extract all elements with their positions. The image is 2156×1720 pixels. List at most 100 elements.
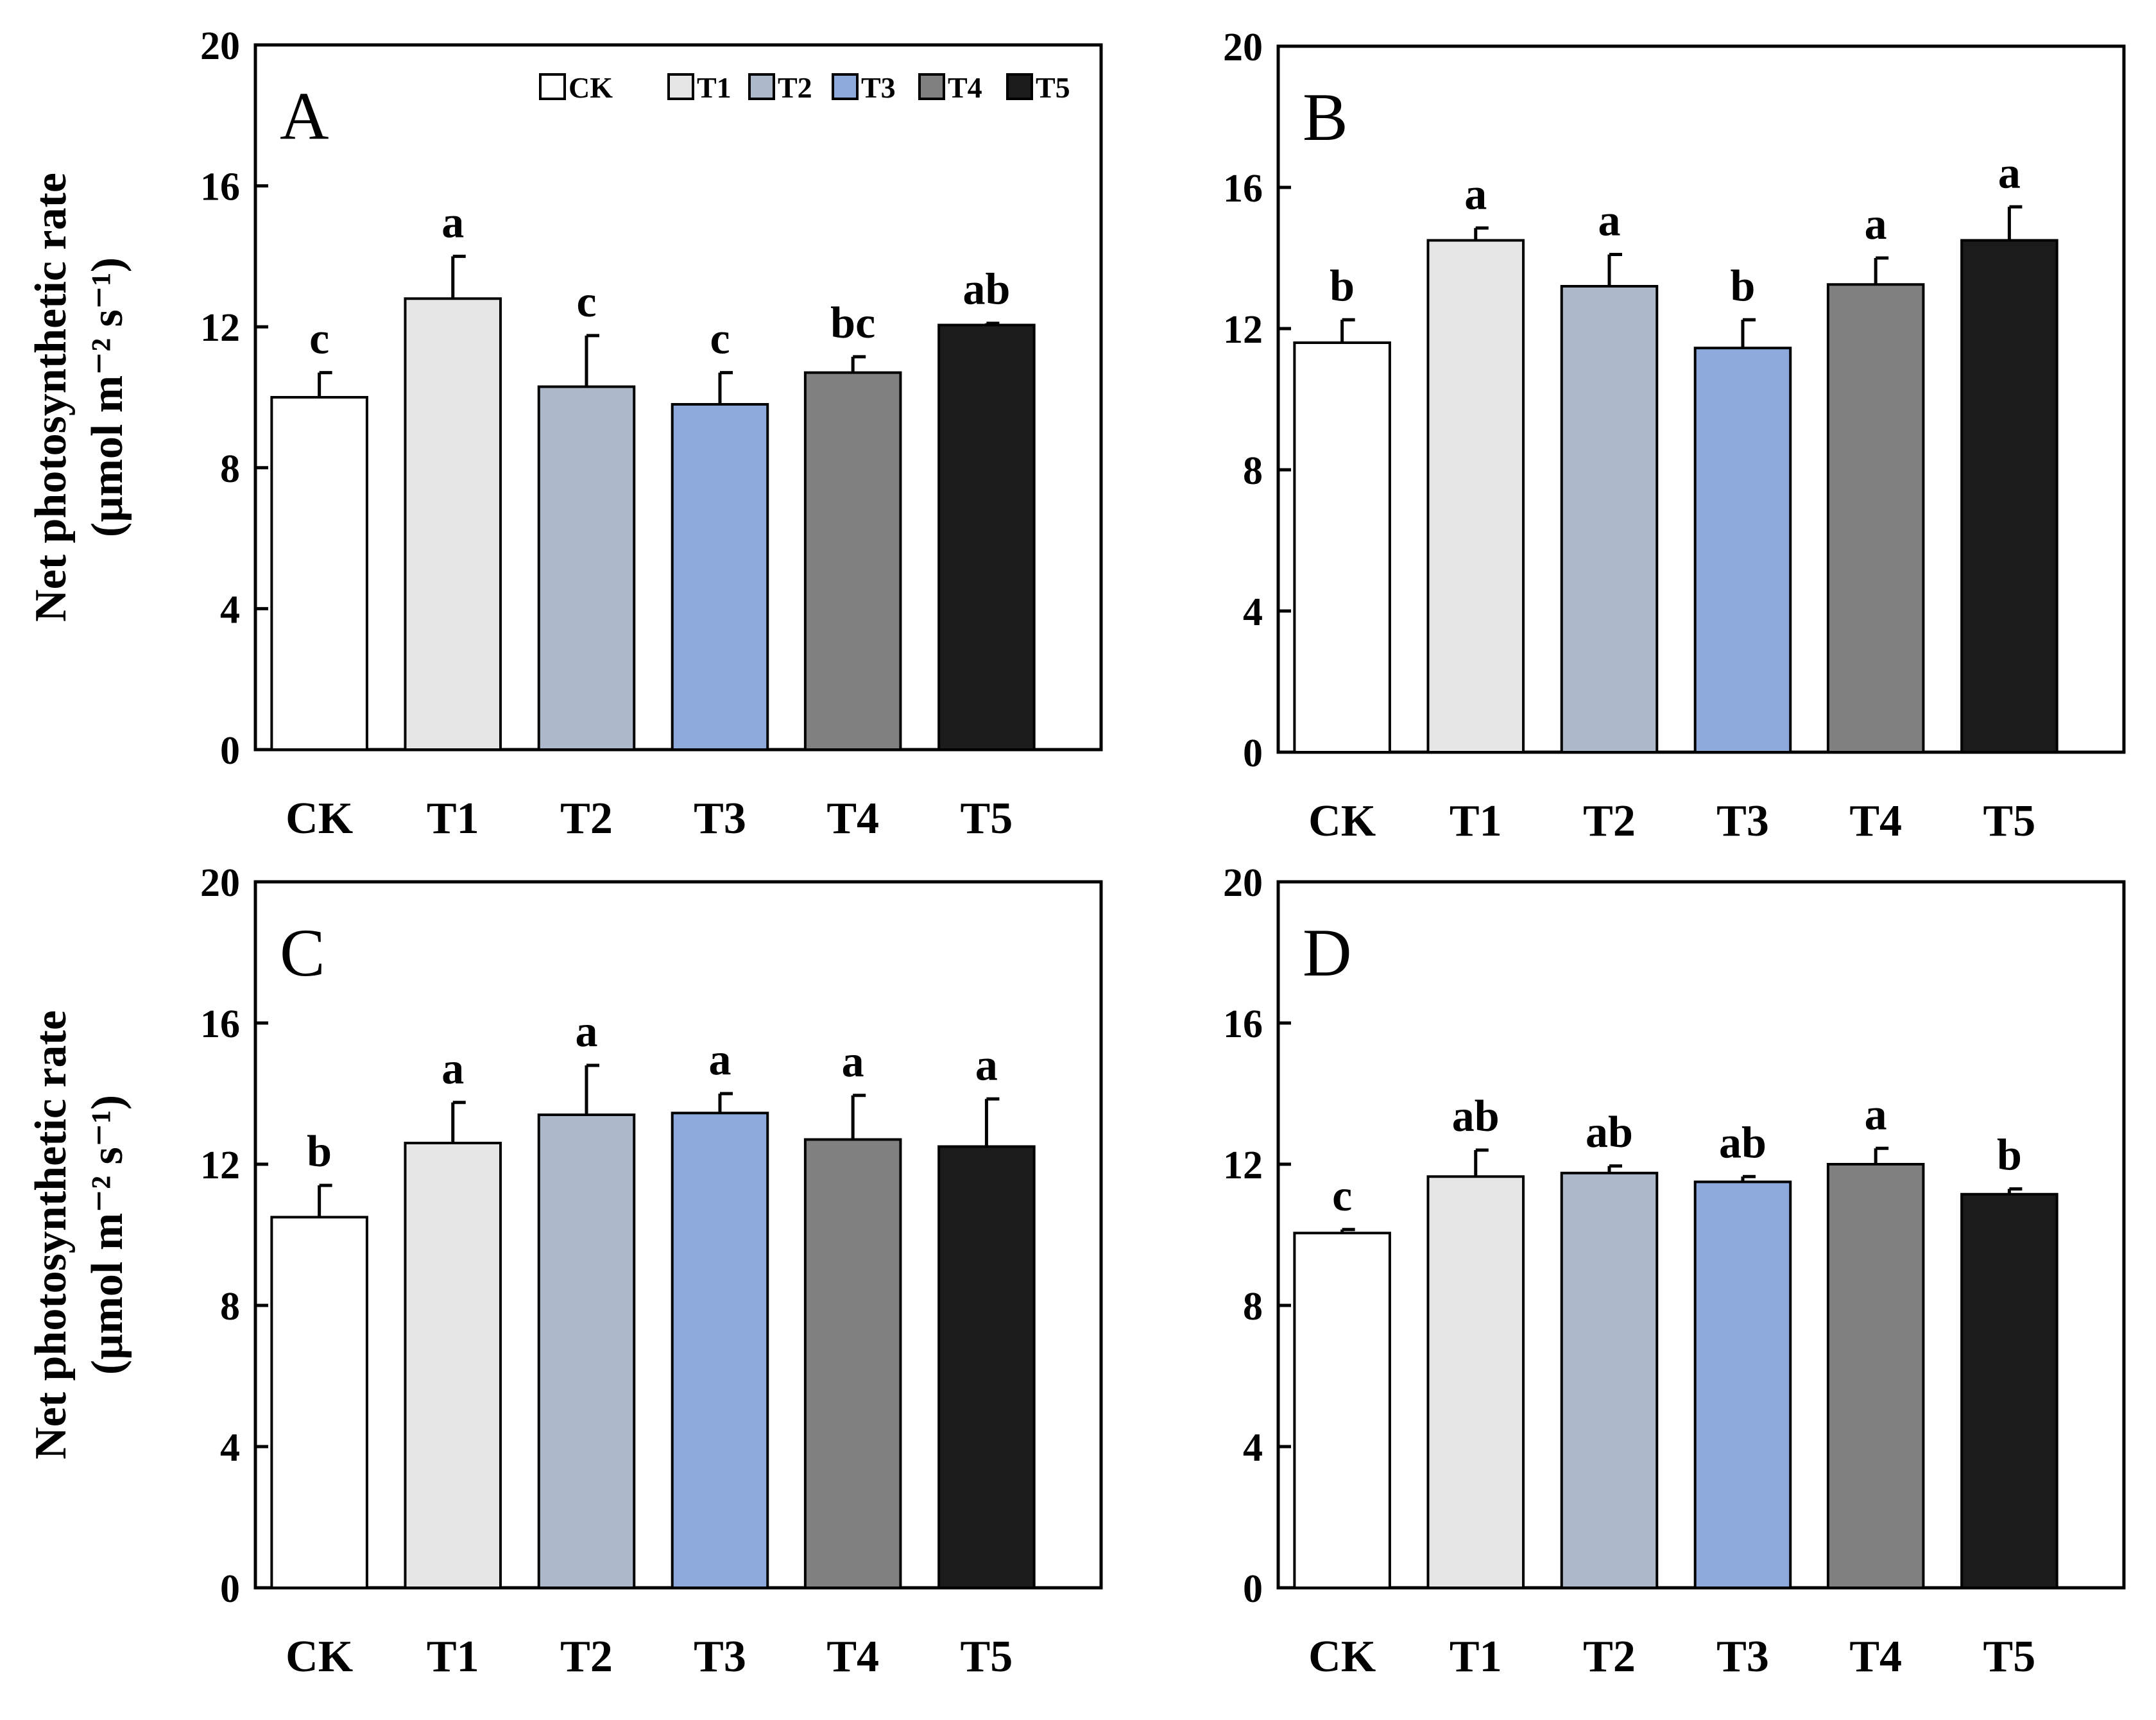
y-tick-label: 4: [1243, 1426, 1263, 1470]
y-axis-title: Net photosynthetic rate: [26, 1010, 76, 1459]
bar: [1293, 341, 1391, 753]
legend-label: T5: [1036, 71, 1070, 104]
legend-label: T2: [778, 71, 812, 104]
bar: [1560, 285, 1659, 753]
bar: [671, 1112, 769, 1589]
y-tick-label: 8: [1243, 449, 1263, 493]
significance-label: a: [441, 1044, 464, 1094]
y-tick-label: 4: [220, 1426, 240, 1470]
legend-label: CK: [569, 71, 613, 104]
y-tick-label: 12: [200, 1144, 240, 1187]
bar: [404, 297, 502, 751]
legend-label: T3: [861, 71, 896, 104]
x-tick-label: T4: [826, 1632, 879, 1681]
legend-swatch: [667, 73, 694, 100]
legend-swatch: [1006, 73, 1033, 100]
legend-label: T4: [948, 71, 982, 104]
significance-label: ab: [1719, 1118, 1767, 1167]
y-tick-label: 4: [220, 588, 240, 632]
significance-label: a: [975, 1040, 998, 1090]
significance-label: ab: [1586, 1108, 1633, 1157]
x-tick-label: T1: [427, 794, 479, 843]
legend-swatch: [832, 73, 859, 100]
significance-label: b: [307, 1127, 332, 1176]
y-axis-units: (µmol m⁻² s⁻¹): [83, 1095, 132, 1375]
bar: [270, 1216, 368, 1589]
bar: [537, 385, 636, 751]
x-tick-label: CK: [286, 1632, 353, 1681]
significance-label: c: [710, 314, 730, 364]
y-tick-label: 16: [200, 1002, 240, 1046]
bar: [937, 323, 1036, 751]
legend-label: T1: [697, 71, 732, 104]
bar: [404, 1142, 502, 1589]
bar: [803, 1138, 902, 1589]
significance-label: c: [309, 314, 329, 364]
bar: [537, 1114, 636, 1589]
chart-panel-b: 0 4 8 12 16 20 b CK a T1 a T2 b T3 a T4 a T5 B: [1223, 26, 2126, 846]
y-tick-label: 20: [1223, 26, 1263, 69]
legend: CK T1 T2 T3 T4 T5: [539, 71, 1070, 104]
chart-panel-c: 0 4 8 12 16 20 b CK a T1 a T2 a T3 a T4 a T5 C Net photosyn…: [26, 861, 1103, 1681]
y-tick-label: 0: [220, 729, 240, 773]
significance-label: b: [1731, 261, 1756, 311]
x-tick-label: T5: [1983, 796, 2036, 846]
x-tick-label: T5: [961, 1632, 1013, 1681]
bar: [1693, 1180, 1792, 1589]
x-tick-label: T4: [826, 794, 879, 843]
bar: [1560, 1171, 1659, 1589]
panel-label: B: [1303, 80, 1348, 155]
y-tick-label: 20: [1223, 861, 1263, 905]
x-tick-label: CK: [1308, 796, 1376, 846]
y-axis-units: (µmol m⁻² s⁻¹): [83, 257, 132, 537]
y-axis-title: Net photosynthetic rate: [26, 173, 76, 622]
significance-label: a: [842, 1037, 864, 1087]
y-tick-label: 16: [1223, 167, 1263, 211]
significance-label: b: [1997, 1131, 2022, 1180]
bar: [1826, 1163, 1925, 1589]
significance-label: a: [1865, 1090, 1887, 1139]
x-tick-label: T1: [1450, 796, 1502, 846]
y-tick-label: 12: [1223, 308, 1263, 352]
legend-swatch: [539, 73, 566, 100]
x-tick-label: CK: [286, 794, 353, 843]
x-tick-label: T3: [694, 1632, 746, 1681]
significance-label: a: [1998, 148, 2021, 198]
bar: [1960, 239, 2058, 753]
y-tick-label: 0: [220, 1567, 240, 1611]
significance-label: a: [1598, 196, 1620, 246]
significance-label: ab: [963, 265, 1010, 314]
x-tick-label: T1: [427, 1632, 479, 1681]
y-tick-label: 16: [1223, 1002, 1263, 1046]
x-tick-label: T2: [560, 794, 613, 843]
bar: [1693, 347, 1792, 753]
bar: [1293, 1232, 1391, 1589]
bar: [803, 371, 902, 751]
x-tick-label: T4: [1849, 796, 1902, 846]
chart-panel-a: 0 4 8 12 16 20 c CK a T1 c T2 c T3 bc T4 ab T5 A Net photos…: [26, 24, 1103, 843]
x-tick-label: T1: [1450, 1632, 1502, 1681]
x-tick-label: T3: [1716, 1632, 1769, 1681]
x-tick-label: T2: [1583, 1632, 1636, 1681]
x-tick-label: T4: [1849, 1632, 1902, 1681]
y-tick-label: 20: [200, 861, 240, 905]
y-tick-label: 0: [1243, 732, 1263, 775]
x-tick-label: T5: [961, 794, 1013, 843]
legend-swatch: [748, 73, 775, 100]
y-tick-label: 8: [220, 1285, 240, 1329]
bar: [671, 402, 769, 751]
panel-label: D: [1303, 915, 1352, 990]
significance-label: a: [1865, 200, 1887, 249]
x-tick-label: T2: [1583, 796, 1636, 846]
y-tick-label: 8: [1243, 1285, 1263, 1329]
x-tick-label: T2: [560, 1632, 613, 1681]
y-tick-label: 12: [1223, 1144, 1263, 1187]
x-tick-label: T5: [1983, 1632, 2036, 1681]
panel-label: A: [280, 78, 329, 153]
chart-panel-d: 0 4 8 12 16 20 c CK ab T1 ab T2 ab T3 a T4 b T5 D: [1223, 861, 2126, 1681]
x-tick-label: T3: [694, 794, 746, 843]
panel-label: C: [280, 915, 325, 990]
significance-label: a: [441, 198, 464, 247]
bar: [937, 1145, 1036, 1589]
